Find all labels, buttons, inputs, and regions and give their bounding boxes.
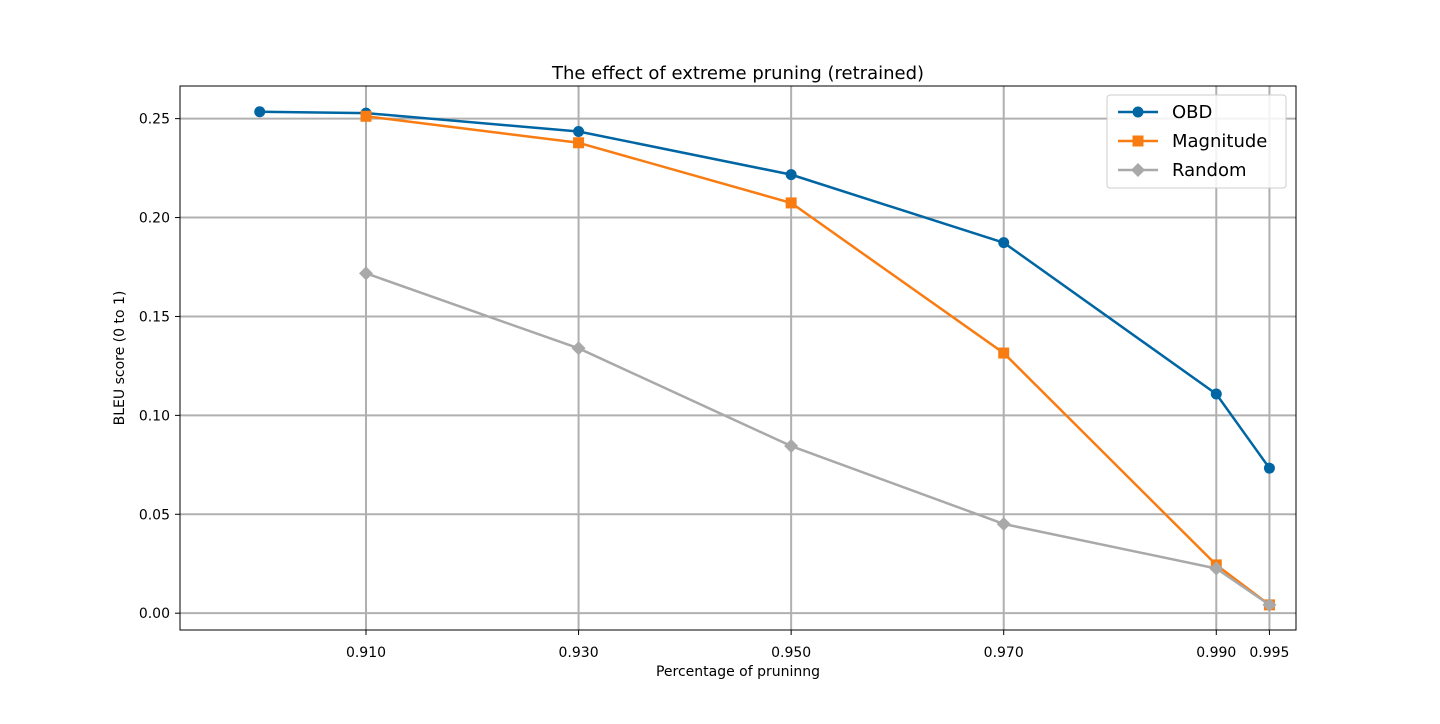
data-point-obd bbox=[573, 125, 585, 137]
y-axis-label: BLEU score (0 to 1) bbox=[112, 291, 128, 426]
x-tick-label: 0.990 bbox=[1196, 645, 1236, 661]
data-point-obd bbox=[785, 169, 797, 181]
x-tick-label: 0.950 bbox=[771, 645, 811, 661]
data-point-random bbox=[1262, 597, 1277, 612]
data-point-magnitude bbox=[360, 110, 372, 122]
x-tick-label: 0.995 bbox=[1249, 645, 1289, 661]
data-point-obd bbox=[1263, 462, 1275, 474]
data-point-magnitude bbox=[785, 197, 797, 209]
axis-ticks: 0.910 0.930 0.950 0.970 0.990 0.995 0.00 0.05 0.… bbox=[139, 112, 1290, 661]
data-point-magnitude bbox=[573, 137, 585, 149]
x-tick-label: 0.930 bbox=[559, 645, 599, 661]
legend-item-random: Random bbox=[1118, 160, 1247, 181]
plot-area-frame bbox=[179, 85, 1297, 631]
data-point-random bbox=[571, 341, 586, 356]
data-point-random bbox=[1209, 561, 1224, 576]
legend-item-obd: OBD bbox=[1118, 102, 1212, 123]
data-point-obd bbox=[254, 106, 266, 118]
legend-label-magnitude: Magnitude bbox=[1172, 131, 1267, 152]
y-tick-label: 0.05 bbox=[139, 507, 170, 523]
legend-box bbox=[1106, 94, 1287, 189]
data-point-random bbox=[996, 516, 1011, 531]
legend: OBD Magnitude Random bbox=[1106, 94, 1287, 189]
series-layer bbox=[254, 106, 1277, 612]
x-tick-label: 0.910 bbox=[346, 645, 386, 661]
y-tick-label: 0.15 bbox=[139, 309, 170, 325]
data-point-magnitude bbox=[998, 347, 1010, 359]
series-random bbox=[359, 266, 1277, 612]
data-point-obd bbox=[1210, 388, 1222, 400]
y-tick-label: 0.20 bbox=[139, 211, 170, 227]
data-point-random bbox=[359, 266, 373, 281]
x-tick-label: 0.970 bbox=[984, 645, 1024, 661]
y-tick-label: 0.10 bbox=[139, 408, 170, 424]
data-point-obd bbox=[998, 237, 1010, 249]
data-point-random bbox=[784, 439, 799, 454]
legend-item-magnitude: Magnitude bbox=[1118, 131, 1267, 152]
legend-label-random: Random bbox=[1172, 160, 1247, 181]
x-axis-label: Percentage of pruninng bbox=[656, 664, 820, 680]
y-tick-label: 0.25 bbox=[139, 112, 170, 128]
legend-marker-random bbox=[1131, 163, 1145, 177]
series-line-magnitude bbox=[365, 115, 1271, 606]
legend-marker-obd bbox=[1132, 106, 1144, 118]
legend-marker-magnitude bbox=[1132, 135, 1144, 147]
chart-title: The effect of extreme pruning (retrained… bbox=[551, 63, 924, 84]
legend-label-obd: OBD bbox=[1172, 102, 1212, 123]
y-tick-label: 0.00 bbox=[139, 606, 170, 622]
series-line-random bbox=[365, 272, 1271, 606]
